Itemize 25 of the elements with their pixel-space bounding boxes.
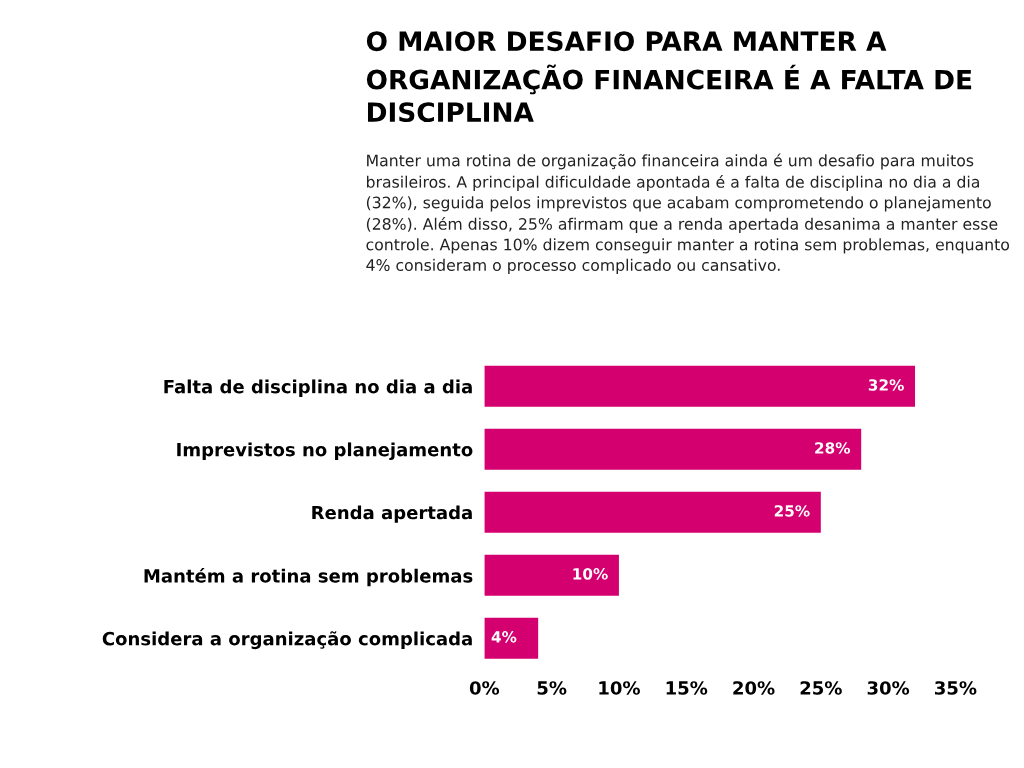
x-tick-label: 10%	[599, 681, 640, 695]
y-tick-label: Imprevistos no planejamento	[177, 442, 473, 461]
bar	[484, 428, 862, 470]
x-tick-label: 5%	[537, 681, 567, 695]
data-label: 25%	[774, 505, 810, 517]
x-tick-label: 35%	[934, 681, 977, 695]
chart-title: O MAIOR DESAFIO PARA MANTER A ORGANIZAÇÃO FINANCEIRA É A FALTA DE DISCIPLINA	[366, 31, 972, 123]
bar	[484, 617, 539, 659]
chart-subtitle: Manter uma rotina de organização financeira ainda é um desafio para muitos brasileiros. A principal dificuldade apontada é a falta de disciplina no dia a dia (32%), seguida pelos imprevistos que acabam comprometendo o planejamento (28%). Além disso, 25% afirmam que a renda apertada desanima a manter esse controle. Apenas 10% dizem conseguir manter a rotina sem problemas, enquanto 4% consideram o processo complicado ou cansativo.	[366, 153, 1010, 275]
x-tick-label: 25%	[800, 681, 842, 695]
bar	[484, 554, 619, 596]
data-label: 32%	[868, 379, 904, 391]
data-label: 28%	[815, 442, 851, 454]
y-tick-label: Considera a organização complicada	[102, 631, 472, 650]
x-tick-label: 30%	[867, 681, 910, 695]
bar	[484, 491, 821, 533]
bar	[484, 365, 916, 407]
x-tick-label: 15%	[666, 681, 708, 695]
y-tick-label: Mantém a rotina sem problemas	[144, 568, 473, 587]
y-tick-label: Falta de disciplina no dia a dia	[164, 379, 472, 397]
data-label: 4%	[491, 631, 517, 643]
data-label: 10%	[573, 568, 608, 580]
y-tick-label: Renda apertada	[312, 505, 472, 523]
x-tick-label: 20%	[733, 681, 775, 695]
x-tick-label: 0%	[469, 681, 500, 695]
